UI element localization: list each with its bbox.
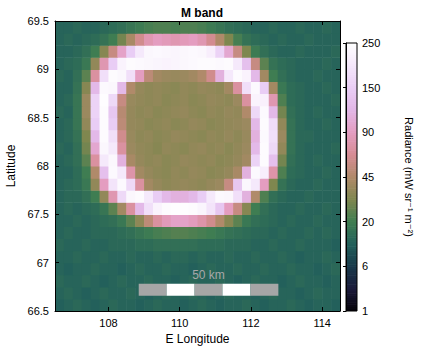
svg-text:66.5: 66.5 xyxy=(28,305,49,317)
svg-text:50 km: 50 km xyxy=(192,268,225,282)
svg-text:68.5: 68.5 xyxy=(28,112,49,124)
svg-text:69.5: 69.5 xyxy=(28,15,49,27)
svg-text:90: 90 xyxy=(362,126,374,138)
svg-text:68: 68 xyxy=(37,160,49,172)
svg-text:250: 250 xyxy=(362,37,380,49)
svg-text:Latitude: Latitude xyxy=(4,144,18,187)
svg-text:E Longitude: E Longitude xyxy=(165,332,229,346)
svg-text:45: 45 xyxy=(362,171,374,183)
svg-text:69: 69 xyxy=(37,63,49,75)
svg-text:67.5: 67.5 xyxy=(28,208,49,220)
svg-text:67: 67 xyxy=(37,257,49,269)
svg-text:M band: M band xyxy=(181,6,223,20)
svg-text:20: 20 xyxy=(362,216,374,228)
svg-text:112: 112 xyxy=(242,317,260,329)
svg-text:114: 114 xyxy=(313,317,331,329)
svg-text:Radiance (mW sr⁻¹ m⁻²): Radiance (mW sr⁻¹ m⁻²) xyxy=(403,117,415,237)
svg-text:110: 110 xyxy=(171,317,189,329)
svg-text:108: 108 xyxy=(99,317,117,329)
svg-text:6: 6 xyxy=(362,260,368,272)
svg-text:1: 1 xyxy=(362,305,368,317)
svg-text:150: 150 xyxy=(362,82,380,94)
